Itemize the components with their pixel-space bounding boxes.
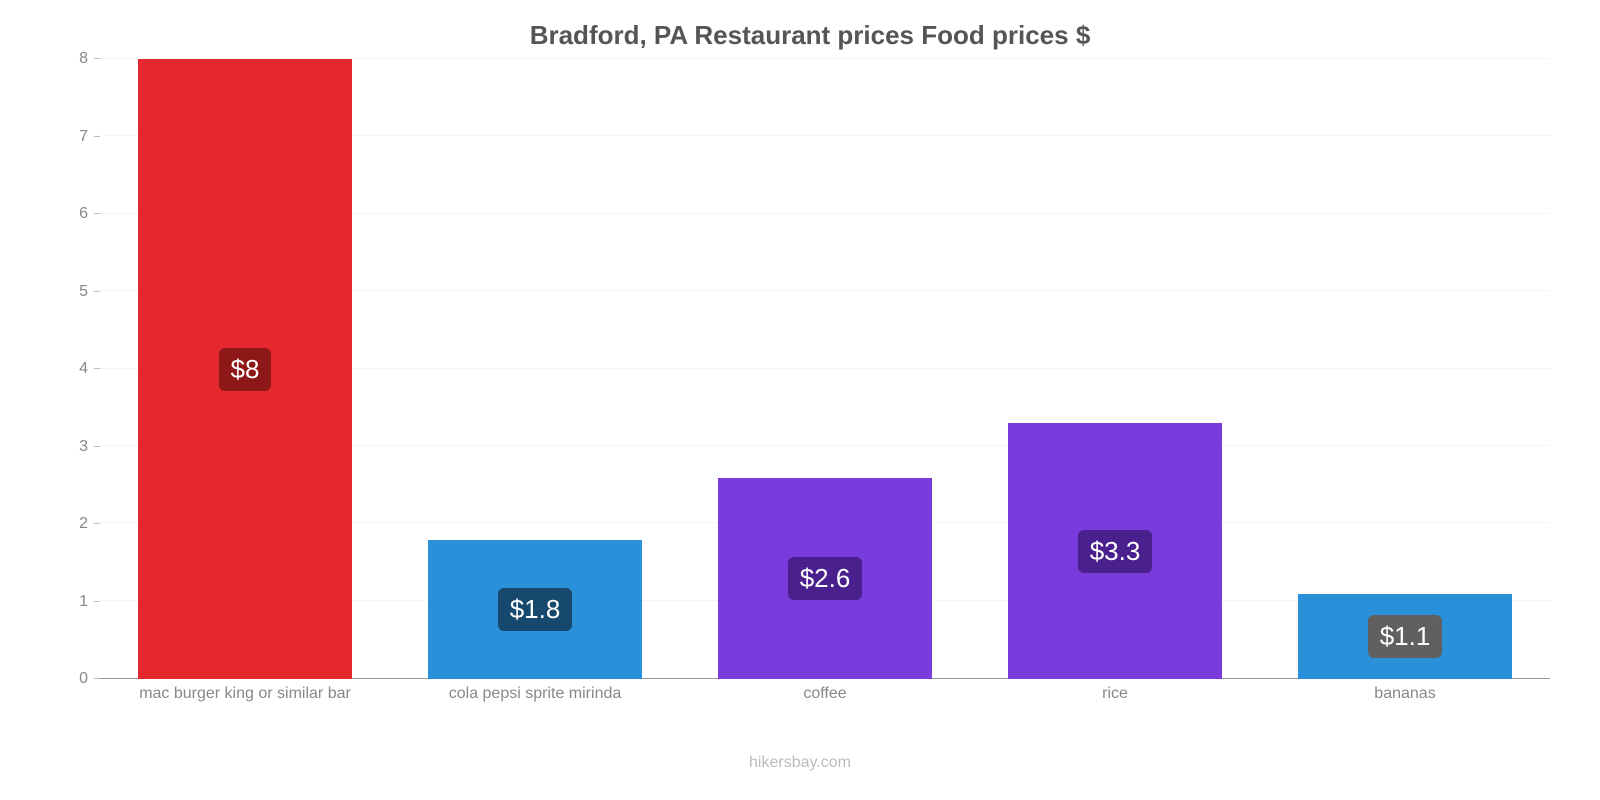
bar: $3.3 xyxy=(1008,423,1223,679)
bar-slot: $3.3 xyxy=(970,59,1260,679)
bar-slot: $1.8 xyxy=(390,59,680,679)
y-tick-label: 6 xyxy=(60,205,100,223)
bar-value-badge: $1.8 xyxy=(498,588,573,631)
y-tick-label: 8 xyxy=(60,50,100,68)
attribution-text: hikersbay.com xyxy=(0,754,1600,772)
y-tick-label: 1 xyxy=(60,593,100,611)
x-axis-label: rice xyxy=(970,679,1260,709)
y-tick-label: 5 xyxy=(60,283,100,301)
y-tick-label: 3 xyxy=(60,438,100,456)
x-axis-label: bananas xyxy=(1260,679,1550,709)
y-axis: 012345678 xyxy=(60,59,100,679)
bar-value-badge: $3.3 xyxy=(1078,530,1153,573)
bar-slot: $8 xyxy=(100,59,390,679)
bar: $2.6 xyxy=(718,478,933,680)
x-axis-label: mac burger king or similar bar xyxy=(100,679,390,709)
bar-slot: $2.6 xyxy=(680,59,970,679)
x-axis-labels: mac burger king or similar barcola pepsi… xyxy=(100,679,1550,709)
x-axis-label: cola pepsi sprite mirinda xyxy=(390,679,680,709)
bar-value-badge: $2.6 xyxy=(788,557,863,600)
bar: $1.1 xyxy=(1298,594,1513,679)
y-tick-label: 7 xyxy=(60,128,100,146)
y-tick-label: 4 xyxy=(60,360,100,378)
plot-area: 012345678 $8$1.8$2.6$3.3$1.1 mac burger … xyxy=(70,59,1550,709)
bar: $1.8 xyxy=(428,540,643,680)
bar: $8 xyxy=(138,59,353,679)
price-bar-chart: Bradford, PA Restaurant prices Food pric… xyxy=(0,0,1600,800)
bar-value-badge: $8 xyxy=(219,348,272,391)
x-axis-label: coffee xyxy=(680,679,970,709)
bar-value-badge: $1.1 xyxy=(1368,615,1443,658)
bar-slot: $1.1 xyxy=(1260,59,1550,679)
chart-title: Bradford, PA Restaurant prices Food pric… xyxy=(70,20,1550,51)
y-tick-label: 2 xyxy=(60,515,100,533)
y-tick-label: 0 xyxy=(60,670,100,688)
bars-container: $8 $1.8 $2.6 $3.3 $1.1 xyxy=(100,59,1550,679)
